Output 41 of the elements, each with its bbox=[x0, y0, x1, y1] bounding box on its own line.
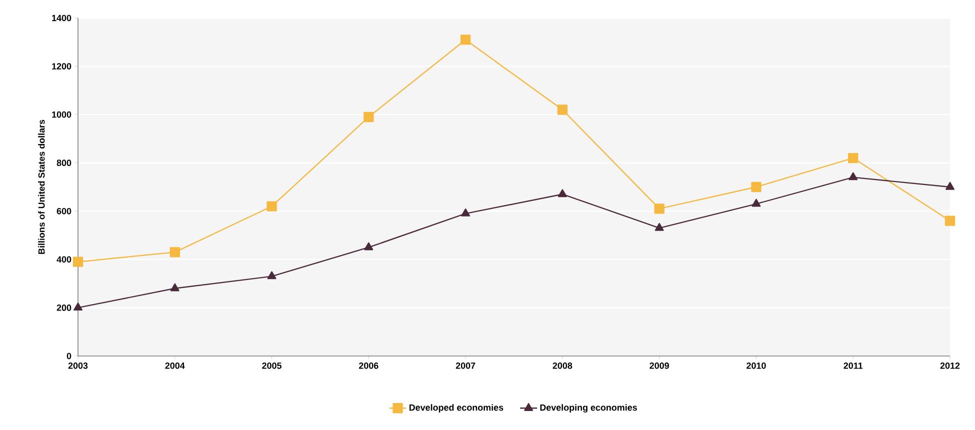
y-tick-label: 400 bbox=[56, 256, 72, 263]
point bbox=[946, 182, 954, 190]
point bbox=[557, 104, 568, 115]
y-axis-title: Billions of United States dollars bbox=[38, 120, 45, 254]
x-tick-label: 2010 bbox=[746, 362, 766, 369]
point bbox=[654, 204, 664, 214]
x-tick-label: 2007 bbox=[456, 362, 476, 369]
point bbox=[752, 198, 761, 207]
legend-label: Developing economies bbox=[540, 404, 637, 413]
x-tick-label: 2006 bbox=[359, 362, 378, 369]
x-tick-label: 2003 bbox=[68, 362, 88, 369]
x-tick-label: 2008 bbox=[552, 362, 572, 369]
point bbox=[170, 283, 180, 292]
y-tick-label: 1400 bbox=[52, 14, 72, 22]
y-tick-label: 800 bbox=[56, 160, 72, 166]
y-tick-label: 600 bbox=[56, 208, 72, 214]
point bbox=[848, 152, 858, 164]
point bbox=[170, 247, 180, 258]
y-tick-label: 200 bbox=[56, 304, 72, 311]
x-tick-label: 2012 bbox=[940, 362, 960, 369]
y-tick-label: 0 bbox=[66, 352, 72, 360]
point bbox=[944, 216, 956, 226]
x-tick-label: 2011 bbox=[844, 362, 863, 369]
point bbox=[460, 34, 471, 45]
y-tick-label: 1000 bbox=[52, 111, 72, 118]
point bbox=[267, 271, 276, 280]
x-tick-label: 2005 bbox=[262, 362, 282, 369]
y-tick-label: 1200 bbox=[52, 63, 72, 70]
point bbox=[558, 189, 567, 198]
point bbox=[364, 112, 374, 122]
x-tick-label: 2004 bbox=[165, 362, 185, 369]
legend-label: Developed economies bbox=[409, 404, 504, 412]
point bbox=[654, 222, 664, 231]
point bbox=[848, 172, 858, 180]
point bbox=[72, 256, 84, 267]
point bbox=[74, 302, 82, 311]
point bbox=[364, 242, 374, 250]
point bbox=[266, 201, 277, 212]
point bbox=[461, 208, 470, 216]
point bbox=[751, 182, 762, 192]
x-tick-label: 2009 bbox=[650, 362, 669, 369]
